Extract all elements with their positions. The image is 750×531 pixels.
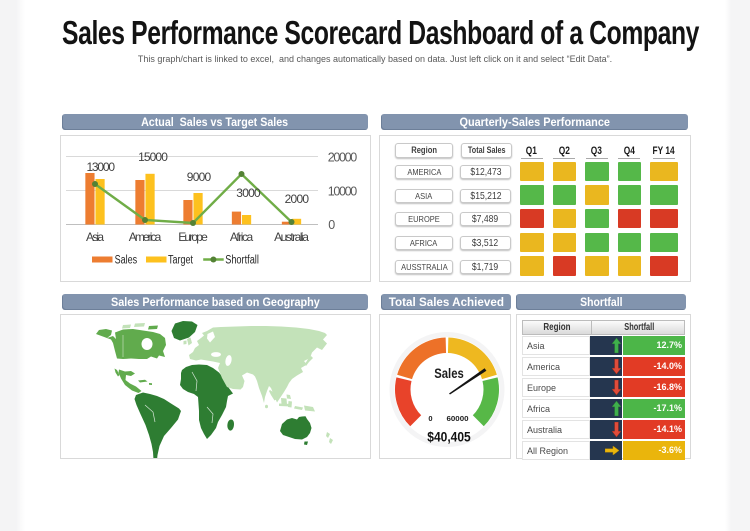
svg-text:9000: 9000 [187,170,212,184]
svg-text:Australia: Australia [274,230,309,244]
svg-text:2000: 2000 [285,192,310,206]
svg-text:0: 0 [328,218,335,232]
svg-text:Sales: Sales [115,255,138,267]
svg-text:$40,405: $40,405 [427,430,471,445]
svg-text:America: America [129,230,162,244]
svg-text:15000: 15000 [138,150,168,164]
svg-text:Africa: Africa [230,230,254,244]
svg-text:Shortfall: Shortfall [225,255,259,267]
svg-text:20000: 20000 [328,151,358,165]
svg-text:Target: Target [168,255,194,267]
svg-text:3000: 3000 [236,186,261,200]
svg-text:13000: 13000 [86,160,115,174]
svg-text:Sales: Sales [434,366,464,381]
svg-text:10000: 10000 [328,185,358,199]
svg-text:Asia: Asia [86,230,104,244]
svg-text:Europe: Europe [178,230,208,244]
svg-text:0: 0 [428,414,432,423]
svg-text:60000: 60000 [447,414,469,423]
